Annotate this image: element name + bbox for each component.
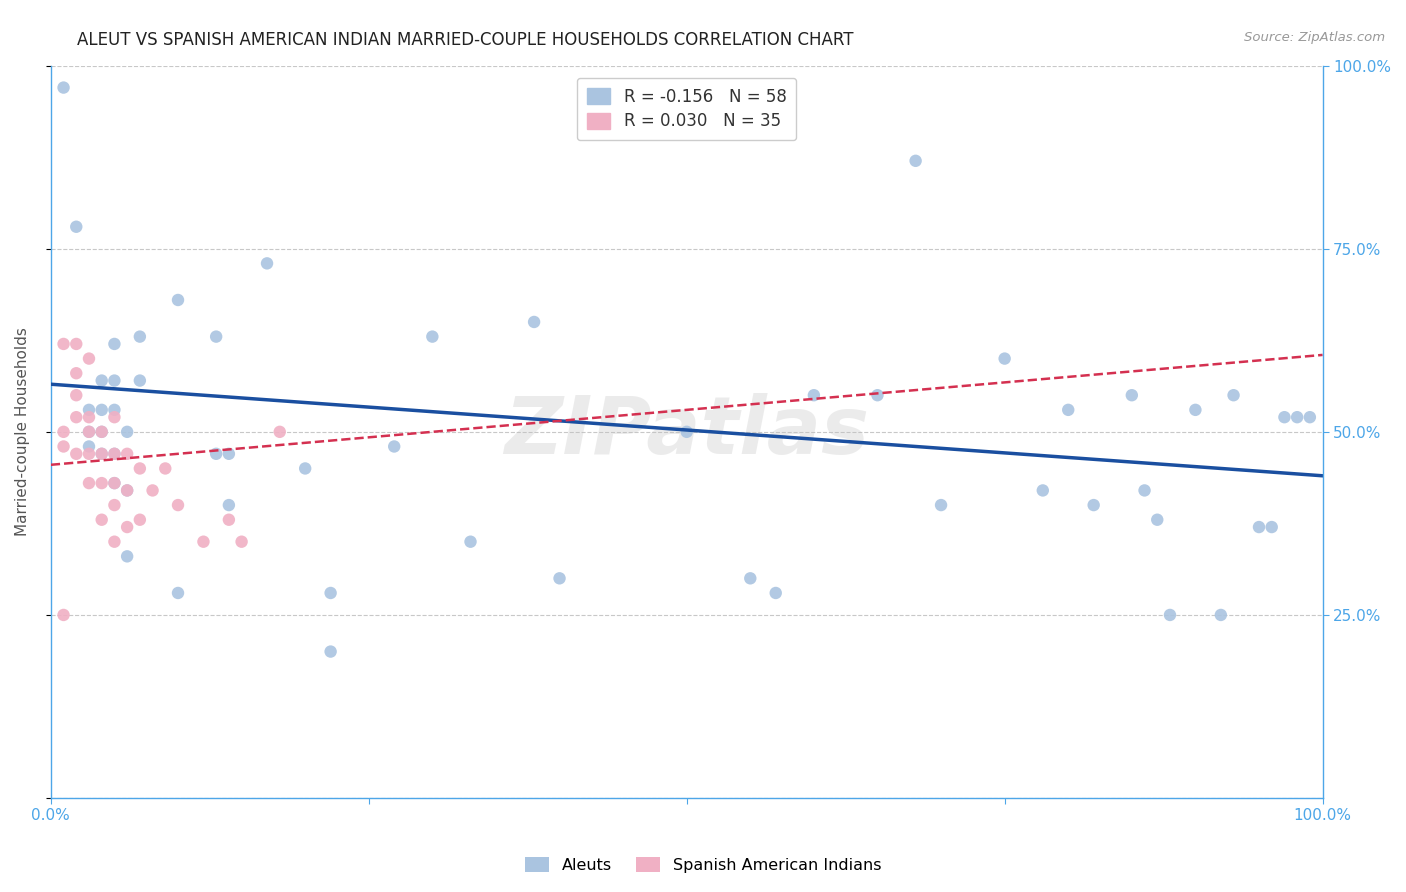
Point bbox=[155, 461, 177, 475]
Point bbox=[90, 513, 112, 527]
Point bbox=[904, 153, 927, 168]
Point bbox=[77, 447, 100, 461]
Point bbox=[65, 337, 87, 351]
Point bbox=[218, 513, 240, 527]
Point bbox=[294, 461, 316, 475]
Point bbox=[1083, 498, 1105, 512]
Point bbox=[77, 410, 100, 425]
Point bbox=[205, 329, 228, 343]
Point bbox=[218, 498, 240, 512]
Point bbox=[52, 337, 75, 351]
Point bbox=[1146, 513, 1168, 527]
Point bbox=[994, 351, 1017, 366]
Point bbox=[803, 388, 825, 402]
Point bbox=[90, 402, 112, 417]
Point bbox=[77, 440, 100, 454]
Text: ZIPatlas: ZIPatlas bbox=[505, 392, 869, 471]
Point bbox=[675, 425, 697, 439]
Point bbox=[77, 425, 100, 439]
Point bbox=[128, 374, 150, 388]
Point bbox=[77, 351, 100, 366]
Point bbox=[128, 329, 150, 343]
Point bbox=[103, 534, 125, 549]
Point bbox=[231, 534, 253, 549]
Text: Source: ZipAtlas.com: Source: ZipAtlas.com bbox=[1244, 31, 1385, 45]
Point bbox=[167, 498, 190, 512]
Point bbox=[90, 447, 112, 461]
Point bbox=[52, 440, 75, 454]
Point bbox=[382, 440, 405, 454]
Point bbox=[1299, 410, 1322, 425]
Point bbox=[103, 498, 125, 512]
Point bbox=[1209, 607, 1232, 622]
Point bbox=[115, 483, 138, 498]
Point bbox=[90, 425, 112, 439]
Point bbox=[115, 483, 138, 498]
Point bbox=[90, 425, 112, 439]
Point bbox=[128, 461, 150, 475]
Point bbox=[1260, 520, 1282, 534]
Point bbox=[77, 402, 100, 417]
Point bbox=[90, 447, 112, 461]
Point bbox=[1222, 388, 1244, 402]
Point bbox=[523, 315, 546, 329]
Point bbox=[460, 534, 482, 549]
Point bbox=[1057, 402, 1080, 417]
Point bbox=[548, 571, 571, 585]
Point bbox=[167, 293, 190, 307]
Y-axis label: Married-couple Households: Married-couple Households bbox=[15, 327, 30, 536]
Point bbox=[103, 410, 125, 425]
Point bbox=[103, 447, 125, 461]
Point bbox=[193, 534, 215, 549]
Point bbox=[65, 410, 87, 425]
Point bbox=[115, 520, 138, 534]
Point bbox=[929, 498, 952, 512]
Point bbox=[866, 388, 889, 402]
Point bbox=[740, 571, 762, 585]
Point bbox=[1247, 520, 1270, 534]
Point bbox=[103, 447, 125, 461]
Point bbox=[65, 388, 87, 402]
Point bbox=[52, 425, 75, 439]
Point bbox=[77, 425, 100, 439]
Point bbox=[103, 337, 125, 351]
Point bbox=[115, 549, 138, 564]
Point bbox=[103, 476, 125, 491]
Point bbox=[1184, 402, 1206, 417]
Point bbox=[765, 586, 787, 600]
Point bbox=[1159, 607, 1181, 622]
Point bbox=[52, 80, 75, 95]
Point bbox=[115, 447, 138, 461]
Point bbox=[115, 425, 138, 439]
Point bbox=[103, 402, 125, 417]
Point bbox=[218, 447, 240, 461]
Point bbox=[90, 476, 112, 491]
Point bbox=[1121, 388, 1143, 402]
Point bbox=[256, 256, 278, 270]
Point bbox=[103, 374, 125, 388]
Point bbox=[205, 447, 228, 461]
Point bbox=[142, 483, 165, 498]
Point bbox=[167, 586, 190, 600]
Point bbox=[90, 374, 112, 388]
Point bbox=[422, 329, 444, 343]
Point bbox=[1274, 410, 1296, 425]
Point bbox=[1286, 410, 1309, 425]
Point bbox=[103, 476, 125, 491]
Legend: Aleuts, Spanish American Indians: Aleuts, Spanish American Indians bbox=[519, 851, 887, 880]
Point bbox=[128, 513, 150, 527]
Point bbox=[65, 447, 87, 461]
Text: ALEUT VS SPANISH AMERICAN INDIAN MARRIED-COUPLE HOUSEHOLDS CORRELATION CHART: ALEUT VS SPANISH AMERICAN INDIAN MARRIED… bbox=[77, 31, 853, 49]
Point bbox=[269, 425, 291, 439]
Point bbox=[65, 366, 87, 380]
Point bbox=[612, 110, 634, 124]
Point bbox=[1133, 483, 1156, 498]
Legend: R = -0.156   N = 58, R = 0.030   N = 35: R = -0.156 N = 58, R = 0.030 N = 35 bbox=[576, 78, 796, 140]
Point bbox=[319, 644, 342, 658]
Point bbox=[65, 219, 87, 234]
Point bbox=[319, 586, 342, 600]
Point bbox=[77, 476, 100, 491]
Point bbox=[52, 607, 75, 622]
Point bbox=[1032, 483, 1054, 498]
